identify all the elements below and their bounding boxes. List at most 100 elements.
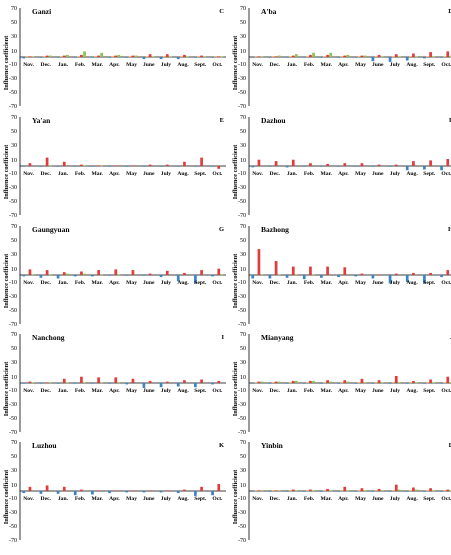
bar	[183, 272, 186, 275]
bar	[309, 380, 312, 383]
bar	[22, 57, 26, 59]
y-tick-label: 50	[11, 454, 17, 460]
y-tick-label: -30	[9, 294, 17, 300]
bar	[277, 381, 281, 383]
x-tick-label: Nov.	[23, 496, 34, 502]
bar	[285, 166, 289, 168]
x-tick-label: Aug.	[406, 171, 418, 177]
x-tick-label: June	[372, 388, 384, 394]
bar	[251, 275, 255, 279]
bar	[39, 383, 43, 384]
y-tick-label: -30	[9, 510, 17, 516]
bar	[117, 382, 121, 384]
x-tick-label: Sept.	[423, 388, 436, 394]
y-tick-label: 10	[240, 483, 246, 489]
y-tick-label: -70	[238, 538, 246, 544]
bar	[323, 56, 326, 58]
y-tick-label: -10	[238, 388, 246, 394]
bar	[423, 57, 426, 59]
bar	[142, 275, 146, 276]
panel-title: Yinbin	[261, 441, 284, 450]
bar	[340, 56, 344, 58]
bar	[194, 275, 197, 284]
y-tick-label: -10	[9, 62, 17, 68]
x-tick-label: Apr.	[338, 496, 349, 502]
bar	[354, 166, 358, 167]
bar	[274, 490, 278, 492]
bar	[329, 52, 333, 57]
y-tick-label: -10	[9, 496, 17, 502]
bar	[197, 56, 200, 58]
bar	[56, 57, 60, 58]
y-tick-label: 70	[240, 6, 246, 12]
bar	[354, 57, 358, 58]
x-tick-label: Aug.	[177, 496, 189, 502]
bar	[285, 275, 289, 278]
x-tick-label: Apr.	[338, 388, 349, 394]
bar	[371, 275, 375, 279]
bar	[443, 490, 447, 492]
x-tick-label: Aug.	[406, 62, 418, 68]
bar	[125, 57, 129, 58]
y-tick-label: -50	[238, 308, 246, 314]
bar	[125, 275, 129, 276]
bar	[405, 275, 409, 282]
bar	[429, 488, 432, 491]
bar	[194, 166, 197, 167]
bar	[343, 486, 347, 491]
bar	[28, 269, 32, 275]
x-tick-label: May	[355, 280, 366, 286]
x-tick-label: Aug.	[406, 388, 418, 394]
y-tick-label: -70	[9, 430, 17, 436]
x-tick-label: Sept.	[194, 496, 207, 502]
panel-title: Ya'an	[32, 116, 51, 125]
bar	[268, 491, 272, 492]
y-tick-label: -30	[238, 402, 246, 408]
bar	[377, 380, 381, 383]
x-tick-label: Dec.	[41, 388, 52, 394]
bar	[374, 490, 378, 492]
y-tick-label: 70	[11, 6, 17, 12]
x-tick-label: Sept.	[423, 171, 436, 177]
bar	[56, 491, 60, 494]
bar	[22, 383, 26, 384]
x-tick-label: Mar.	[321, 280, 333, 286]
bar	[159, 166, 163, 167]
bar	[415, 489, 418, 491]
bar	[291, 380, 295, 383]
bar	[220, 274, 224, 276]
bar	[329, 490, 333, 492]
x-tick-label: Oct.	[212, 62, 223, 68]
y-tick-label: 10	[240, 375, 246, 381]
bar	[320, 57, 323, 58]
bar	[408, 382, 412, 384]
x-tick-label: Mar.	[92, 388, 104, 394]
x-tick-label: Feb.	[75, 62, 86, 68]
bar	[131, 378, 135, 383]
x-tick-label: Oct.	[212, 171, 223, 177]
panel-title: Bazhong	[261, 225, 289, 234]
x-tick-label: Jan.	[58, 62, 69, 68]
bar	[200, 270, 203, 275]
x-tick-label: Aug.	[406, 280, 418, 286]
bar	[295, 490, 298, 492]
bar	[446, 270, 450, 275]
bar	[194, 57, 197, 58]
bar	[277, 274, 281, 276]
bar	[443, 382, 447, 384]
x-tick-label: Sept.	[194, 171, 207, 177]
bar	[94, 56, 97, 58]
panel-letter: I	[221, 334, 224, 341]
y-tick-label: 10	[11, 49, 17, 55]
bar	[28, 163, 32, 166]
y-tick-label: 50	[11, 20, 17, 26]
y-tick-label: -70	[238, 104, 246, 110]
y-tick-label: 50	[240, 238, 246, 244]
x-tick-label: Jan.	[58, 171, 69, 177]
bar	[108, 491, 111, 494]
bar	[326, 488, 329, 491]
y-tick-label: -70	[9, 538, 17, 544]
bar	[183, 380, 186, 383]
y-tick-label: 30	[11, 360, 17, 366]
bar	[394, 54, 398, 57]
